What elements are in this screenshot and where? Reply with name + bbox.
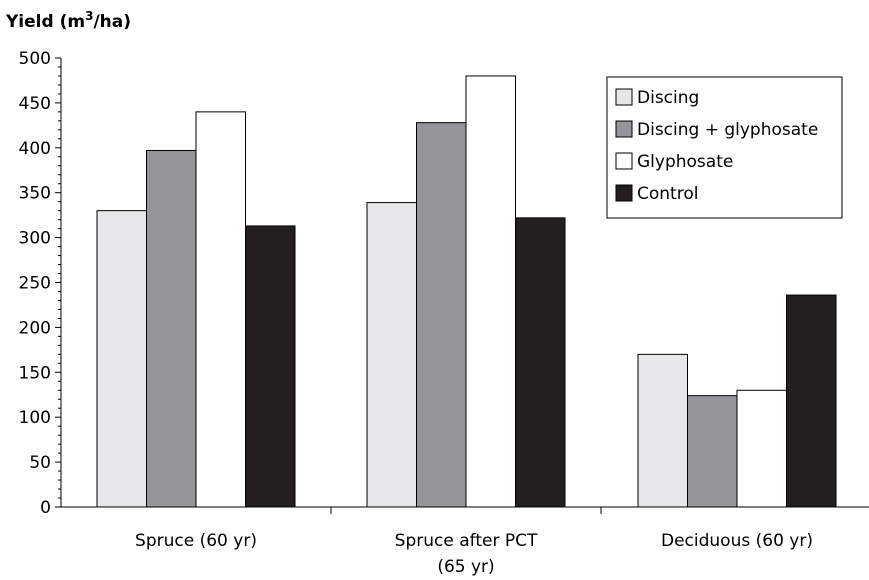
bar-discing-2 <box>637 353 688 508</box>
bar-control-0 <box>245 225 296 508</box>
y-tick-label: 250 <box>19 274 51 294</box>
y-axis-title: Yield (m3/ha) <box>5 9 131 32</box>
bar-discing-glyphosate-1 <box>416 122 467 508</box>
legend-label: Glyphosate <box>637 152 733 172</box>
category-label: Deciduous (60 yr) <box>661 531 813 551</box>
legend-label: Control <box>637 184 698 204</box>
y-tick-label: 50 <box>29 453 51 473</box>
y-tick-label: 500 <box>19 49 51 69</box>
y-tick-label: 450 <box>19 94 51 114</box>
legend-label: Discing <box>637 88 699 108</box>
bar-glyphosate-0 <box>195 111 246 508</box>
bar-discing-glyphosate-2 <box>687 395 738 508</box>
legend-label: Discing + glyphosate <box>637 120 818 140</box>
bars-group <box>96 75 837 508</box>
bar-glyphosate-1 <box>465 75 516 508</box>
bar-glyphosate-2 <box>736 389 787 508</box>
bar-discing-glyphosate-0 <box>146 149 197 508</box>
category-label: Spruce (60 yr) <box>135 531 257 551</box>
y-tick-label: 400 <box>19 139 51 159</box>
y-tick-label: 350 <box>19 184 51 204</box>
legend-box <box>606 76 843 219</box>
y-axis-title-tail: /ha) <box>93 12 131 32</box>
y-tick-label: 300 <box>19 229 51 249</box>
y-ticks-group: 0 50 100 150 200 250 300 350 400 450 500 <box>19 49 61 518</box>
bar-control-2 <box>786 294 837 508</box>
y-tick-label: 100 <box>19 408 51 428</box>
legend-swatch <box>615 88 633 106</box>
y-tick-label: 150 <box>19 363 51 383</box>
x-labels-group: Spruce (60 yr) Spruce after PCT (65 yr) Dec… <box>135 531 813 577</box>
legend-swatch <box>615 184 633 202</box>
category-label: Spruce after PCT <box>395 531 538 551</box>
bar-discing-1 <box>366 202 417 508</box>
y-tick-label: 200 <box>19 318 51 338</box>
y-axis-title-main: Yield (m <box>5 12 85 32</box>
legend: Discing Discing + glyphosate Glyphosate Con… <box>606 76 843 219</box>
category-label-line2: (65 yr) <box>437 557 494 577</box>
legend-swatch <box>615 152 633 170</box>
bar-discing-0 <box>96 210 147 508</box>
y-tick-label: 0 <box>40 498 51 518</box>
y-axis-title-sup: 3 <box>85 9 93 23</box>
legend-swatch <box>615 120 633 138</box>
bar-control-1 <box>515 217 566 508</box>
